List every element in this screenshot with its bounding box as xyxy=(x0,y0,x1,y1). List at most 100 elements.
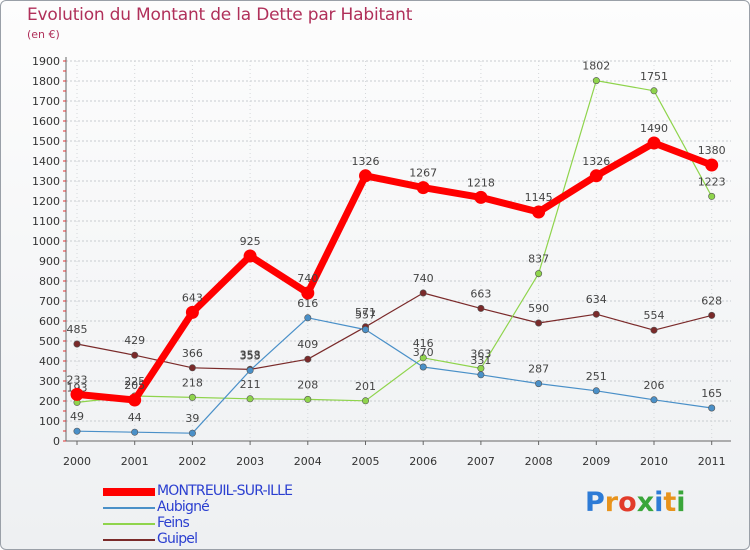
data-point xyxy=(128,393,142,407)
data-point xyxy=(359,169,372,183)
y-tick-label: 1900 xyxy=(32,55,60,68)
data-point xyxy=(708,404,716,412)
y-tick-label: 500 xyxy=(39,335,60,348)
y-tick-label: 1100 xyxy=(32,215,60,228)
x-tick-label: 2001 xyxy=(121,455,149,468)
data-label: 429 xyxy=(124,334,145,347)
data-label: 44 xyxy=(128,411,142,424)
data-point xyxy=(477,304,485,312)
data-point xyxy=(419,289,427,297)
data-label: 287 xyxy=(528,363,549,376)
data-label: 1802 xyxy=(582,60,610,73)
data-point xyxy=(477,371,485,379)
data-label: 1751 xyxy=(640,70,668,83)
data-label: 643 xyxy=(182,291,203,304)
data-label: 628 xyxy=(701,294,722,307)
data-label: 366 xyxy=(182,347,203,360)
data-label: 353 xyxy=(240,349,261,362)
legend-swatch xyxy=(103,507,155,509)
data-point xyxy=(188,393,196,401)
line-chart: 0 100 200 300 400 500 600 700 800 900 1000 1100 1200… xyxy=(32,55,731,468)
y-tick-label: 800 xyxy=(39,275,60,288)
legend-swatch xyxy=(103,488,155,496)
series-line xyxy=(76,292,712,370)
data-point xyxy=(73,427,81,435)
y-tick-label: 0 xyxy=(53,435,60,448)
data-label: 837 xyxy=(528,253,549,266)
data-point xyxy=(419,354,427,362)
data-label: 211 xyxy=(240,378,261,391)
data-point xyxy=(188,429,196,437)
data-label: 205 xyxy=(124,379,145,392)
data-point xyxy=(592,387,600,395)
data-point xyxy=(474,190,488,204)
data-label: 218 xyxy=(182,376,203,389)
data-label: 1223 xyxy=(698,175,726,188)
y-tick-label: 1400 xyxy=(32,155,60,168)
data-label: 485 xyxy=(67,323,88,336)
data-point xyxy=(246,395,254,403)
series-line xyxy=(76,79,713,403)
data-point xyxy=(708,311,716,319)
x-tick-label: 2000 xyxy=(63,455,91,468)
data-label: 409 xyxy=(297,338,318,351)
y-tick-label: 1800 xyxy=(32,75,60,88)
data-point xyxy=(535,319,543,327)
data-label: 233 xyxy=(67,373,88,386)
data-point xyxy=(535,380,543,388)
data-label: 663 xyxy=(470,287,491,300)
data-label: 634 xyxy=(586,293,607,306)
data-point xyxy=(708,192,716,200)
data-point xyxy=(70,387,84,401)
data-label: 1490 xyxy=(640,122,668,135)
x-tick-label: 2008 xyxy=(525,455,553,468)
y-tick-label: 1200 xyxy=(32,195,60,208)
data-point xyxy=(304,314,312,322)
x-tick-label: 2005 xyxy=(352,455,380,468)
series-line xyxy=(76,317,712,434)
data-point xyxy=(650,396,658,404)
data-label: 358 xyxy=(240,348,261,361)
legend-swatch xyxy=(103,523,155,525)
data-point xyxy=(705,158,719,172)
y-tick-label: 100 xyxy=(39,415,60,428)
y-tick-label: 300 xyxy=(39,375,60,388)
y-tick-label: 200 xyxy=(39,395,60,408)
x-tick-label: 2004 xyxy=(294,455,322,468)
data-point xyxy=(188,364,196,372)
data-label: 590 xyxy=(528,302,549,315)
data-point xyxy=(416,181,430,195)
data-label: 225 xyxy=(124,375,145,388)
data-point xyxy=(650,87,658,95)
data-point xyxy=(650,326,658,334)
series-line xyxy=(76,139,713,404)
x-tick-label: 2003 xyxy=(236,455,264,468)
x-tick-label: 2002 xyxy=(178,455,206,468)
data-label: 1218 xyxy=(467,176,495,189)
chart-subtitle: (en €) xyxy=(27,28,60,41)
y-tick-label: 1600 xyxy=(32,115,60,128)
chart-title: Evolution du Montant de la Dette par Hab… xyxy=(27,5,413,25)
x-tick-label: 2010 xyxy=(640,455,668,468)
data-label: 1326 xyxy=(352,155,380,168)
data-label: 416 xyxy=(413,337,434,350)
y-tick-label: 1000 xyxy=(32,235,60,248)
data-point xyxy=(243,249,257,263)
data-point xyxy=(131,351,139,359)
data-label: 165 xyxy=(701,387,722,400)
y-tick-label: 1500 xyxy=(32,135,60,148)
data-point xyxy=(589,169,603,183)
y-tick-label: 600 xyxy=(39,315,60,328)
legend-label: Aubigné xyxy=(157,499,210,515)
data-point xyxy=(73,340,81,348)
data-point xyxy=(246,366,254,374)
data-label: 208 xyxy=(297,378,318,391)
data-label: 251 xyxy=(586,370,607,383)
legend-label: Feins xyxy=(157,515,190,531)
data-label: 363 xyxy=(470,347,491,360)
data-point xyxy=(301,286,315,300)
data-point xyxy=(532,205,546,219)
data-label: 331 xyxy=(470,354,491,367)
x-tick-label: 2007 xyxy=(467,455,495,468)
